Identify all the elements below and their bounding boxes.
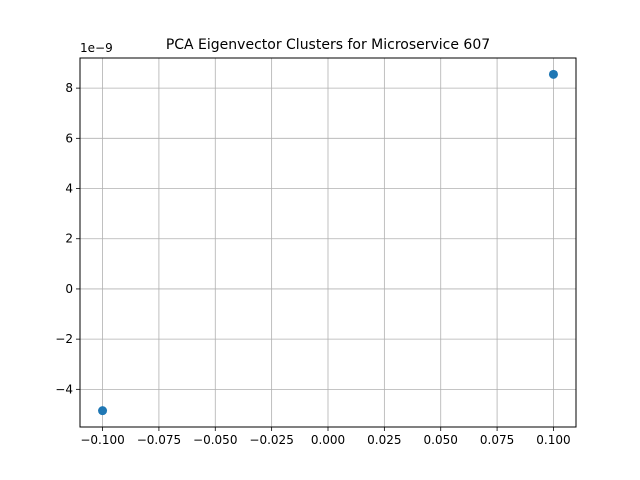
x-tick-label: 0.100 <box>536 433 570 447</box>
data-points <box>98 69 558 416</box>
x-tick-label: 0.075 <box>480 433 514 447</box>
x-tick-label: −0.075 <box>137 433 181 447</box>
x-tick-label: 0.050 <box>424 433 458 447</box>
x-tick-label: 0.000 <box>311 433 345 447</box>
y-axis: −4 −2 0 2 4 6 8 <box>55 81 80 396</box>
y-tick-label: 2 <box>65 232 73 246</box>
y-tick-label: 6 <box>65 131 73 145</box>
grid-lines <box>80 58 576 427</box>
x-tick-label: −0.050 <box>193 433 237 447</box>
x-axis: −0.100 −0.075 −0.050 −0.025 0.000 0.025 0.050 0… <box>80 427 571 447</box>
y-tick-label: 8 <box>65 81 73 95</box>
y-tick-label: 4 <box>65 182 73 196</box>
y-tick-label: 0 <box>65 282 73 296</box>
x-tick-label: −0.100 <box>80 433 124 447</box>
x-tick-label: 0.025 <box>367 433 401 447</box>
scatter-point <box>548 69 558 79</box>
scatter-point <box>98 406 108 416</box>
chart-title: PCA Eigenvector Clusters for Microservic… <box>166 37 490 53</box>
x-tick-label: −0.025 <box>249 433 293 447</box>
y-tick-label: −2 <box>55 332 73 346</box>
y-offset-label: 1e−9 <box>80 41 113 55</box>
y-tick-label: −4 <box>55 382 73 396</box>
